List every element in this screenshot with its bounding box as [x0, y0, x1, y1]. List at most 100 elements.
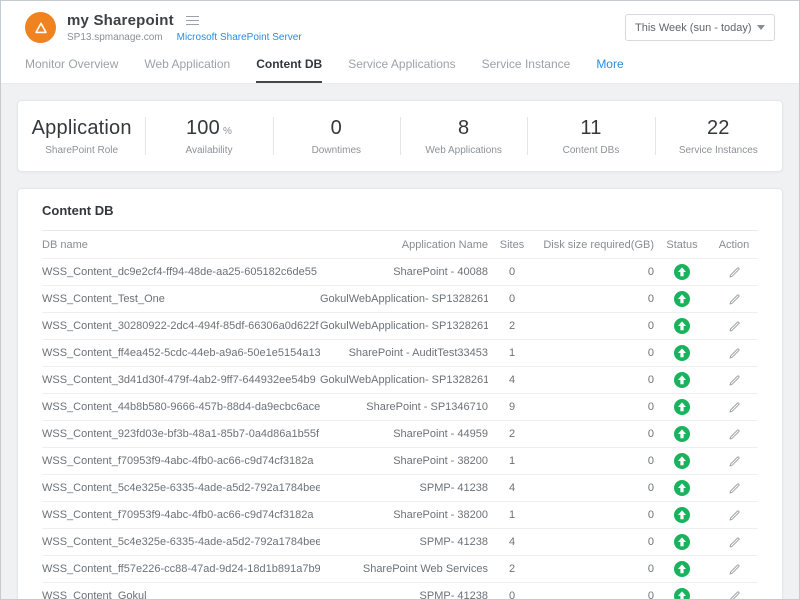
edit-icon[interactable] — [726, 372, 743, 389]
stat-label: Downtimes — [273, 145, 400, 156]
stat-unit: % — [223, 126, 232, 137]
sites-cell: 1 — [488, 502, 536, 529]
tab-web-application[interactable]: Web Application — [144, 57, 230, 83]
edit-icon[interactable] — [726, 534, 743, 551]
db-name-cell: WSS_Content_3d41d30f-479f-4ab2-9ff7-6449… — [42, 367, 320, 394]
sites-cell: 0 — [488, 286, 536, 313]
table-row: WSS_Content_Gokul SPMP- 41238 0 0 — [42, 583, 758, 600]
edit-icon[interactable] — [726, 318, 743, 335]
application-name-cell: GokulWebApplication- SP1328261 — [320, 286, 488, 313]
edit-icon[interactable] — [726, 480, 743, 497]
disk-size-cell: 0 — [536, 448, 654, 475]
action-cell — [710, 286, 758, 313]
application-name-cell: SPMP- 41238 — [320, 529, 488, 556]
db-name-cell: WSS_Content_f70953f9-4abc-4fb0-ac66-c9d7… — [42, 448, 320, 475]
db-name-cell: WSS_Content_ff4ea452-5cdc-44eb-a9a6-50e1… — [42, 340, 320, 367]
sites-cell: 4 — [488, 367, 536, 394]
status-up-icon — [674, 534, 690, 550]
stat-value: 22 — [655, 117, 782, 140]
status-up-icon — [674, 453, 690, 469]
table-row: WSS_Content_30280922-2dc4-494f-85df-6630… — [42, 313, 758, 340]
sites-cell: 0 — [488, 583, 536, 600]
table-row: WSS_Content_5c4e325e-6335-4ade-a5d2-792a… — [42, 475, 758, 502]
table-row: WSS_Content_dc9e2cf4-ff94-48de-aa25-6051… — [42, 259, 758, 286]
sites-cell: 9 — [488, 394, 536, 421]
action-cell — [710, 394, 758, 421]
application-name-cell: SharePoint - 40088 — [320, 259, 488, 286]
section-title: Content DB — [42, 203, 758, 231]
table-row: WSS_Content_5c4e325e-6335-4ade-a5d2-792a… — [42, 529, 758, 556]
action-cell — [710, 583, 758, 600]
application-name-cell: SharePoint - 38200 — [320, 448, 488, 475]
status-cell — [654, 259, 710, 286]
app-header: my Sharepoint SP13.spmanage.com Microsof… — [1, 1, 799, 84]
sites-cell: 2 — [488, 556, 536, 583]
db-name-cell: WSS_Content_Test_One — [42, 286, 320, 313]
table-row: WSS_Content_f70953f9-4abc-4fb0-ac66-c9d7… — [42, 448, 758, 475]
application-name-cell: GokulWebApplication- SP1328261 — [320, 367, 488, 394]
col-sites: Sites — [488, 231, 536, 259]
status-cell — [654, 475, 710, 502]
sites-cell: 1 — [488, 448, 536, 475]
edit-icon[interactable] — [726, 291, 743, 308]
status-cell — [654, 340, 710, 367]
tab-service-applications[interactable]: Service Applications — [348, 57, 455, 83]
table-header-row: DB name Application Name Sites Disk size… — [42, 231, 758, 259]
db-name-cell: WSS_Content_Gokul — [42, 583, 320, 600]
col-db-name: DB name — [42, 231, 320, 259]
table-row: WSS_Content_Test_One GokulWebApplication… — [42, 286, 758, 313]
sites-cell: 1 — [488, 340, 536, 367]
stat-sharepoint-role: Application SharePoint Role — [18, 113, 145, 160]
status-cell — [654, 367, 710, 394]
status-up-icon — [674, 291, 690, 307]
col-status: Status — [654, 231, 710, 259]
page-title: my Sharepoint — [67, 12, 174, 29]
tab-content-db[interactable]: Content DB — [256, 57, 322, 83]
status-up-icon — [674, 372, 690, 388]
disk-size-cell: 0 — [536, 313, 654, 340]
stat-label: Content DBs — [527, 145, 654, 156]
stat-label: Service Instances — [655, 145, 782, 156]
stat-label: SharePoint Role — [18, 145, 145, 156]
stat-value: 8 — [400, 117, 527, 140]
edit-icon[interactable] — [726, 264, 743, 281]
tab-service-instance[interactable]: Service Instance — [482, 57, 571, 83]
edit-icon[interactable] — [726, 345, 743, 362]
disk-size-cell: 0 — [536, 556, 654, 583]
main-content: Application SharePoint Role 100% Availab… — [1, 84, 799, 600]
status-up-icon — [674, 264, 690, 280]
col-disk-size: Disk size required(GB) — [536, 231, 654, 259]
edit-icon[interactable] — [726, 561, 743, 578]
db-name-cell: WSS_Content_923fd03e-bf3b-48a1-85b7-0a4d… — [42, 421, 320, 448]
status-up-icon — [674, 318, 690, 334]
application-name-cell: SharePoint - SP1346710 — [320, 394, 488, 421]
disk-size-cell: 0 — [536, 259, 654, 286]
menu-icon[interactable] — [184, 14, 201, 28]
stat-availability: 100% Availability — [145, 113, 272, 160]
action-cell — [710, 475, 758, 502]
tab-more[interactable]: More — [596, 57, 623, 83]
application-name-cell: SPMP- 41238 — [320, 475, 488, 502]
edit-icon[interactable] — [726, 399, 743, 416]
time-range-select[interactable]: This Week (sun - today) — [625, 14, 775, 41]
db-name-cell: WSS_Content_30280922-2dc4-494f-85df-6630… — [42, 313, 320, 340]
table-row: WSS_Content_f70953f9-4abc-4fb0-ac66-c9d7… — [42, 502, 758, 529]
table-row: WSS_Content_ff4ea452-5cdc-44eb-a9a6-50e1… — [42, 340, 758, 367]
action-cell — [710, 421, 758, 448]
edit-icon[interactable] — [726, 507, 743, 524]
monitor-host: SP13.spmanage.com — [67, 32, 163, 43]
status-cell — [654, 556, 710, 583]
stat-label: Web Applications — [400, 145, 527, 156]
action-cell — [710, 556, 758, 583]
col-action: Action — [710, 231, 758, 259]
edit-icon[interactable] — [726, 588, 743, 600]
app-window: my Sharepoint SP13.spmanage.com Microsof… — [0, 0, 800, 600]
tab-monitor-overview[interactable]: Monitor Overview — [25, 57, 118, 83]
edit-icon[interactable] — [726, 426, 743, 443]
disk-size-cell: 0 — [536, 367, 654, 394]
db-name-cell: WSS_Content_44b8b580-9666-457b-88d4-da9e… — [42, 394, 320, 421]
disk-size-cell: 0 — [536, 286, 654, 313]
monitor-type-link[interactable]: Microsoft SharePoint Server — [177, 32, 302, 43]
stat-content-dbs: 11 Content DBs — [527, 113, 654, 160]
edit-icon[interactable] — [726, 453, 743, 470]
